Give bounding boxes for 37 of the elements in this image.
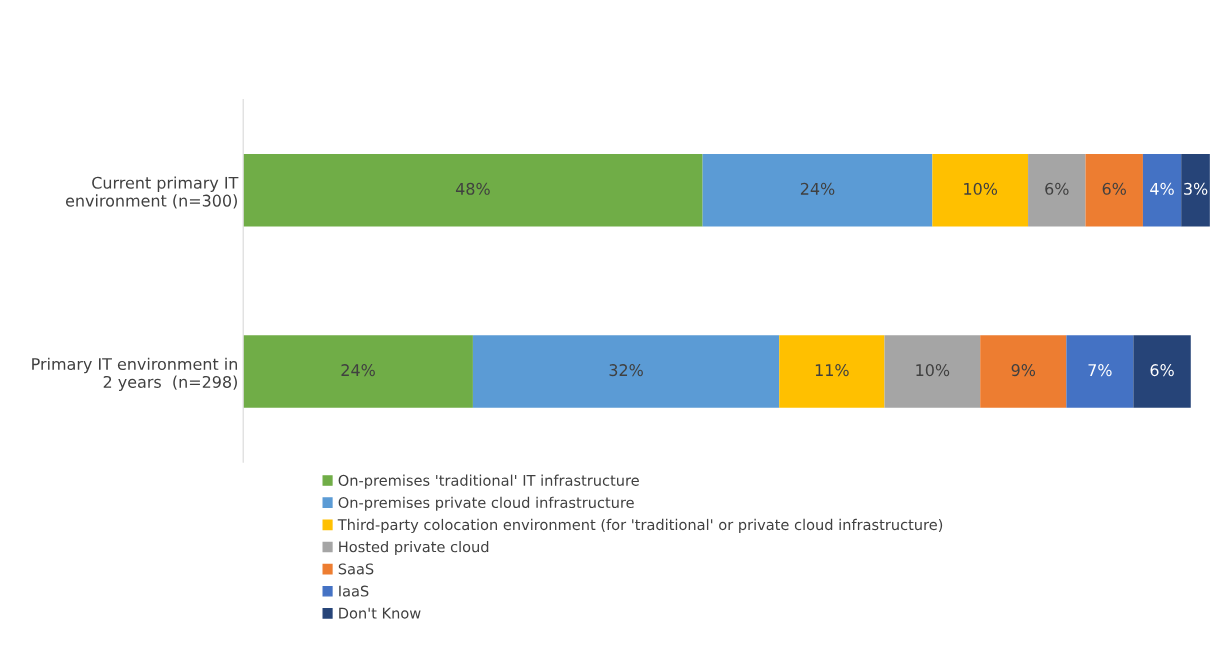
data-label: 6% — [1045, 182, 1069, 195]
data-label: 4% — [1150, 182, 1174, 195]
bar — [1028, 153, 1086, 227]
bar — [702, 153, 933, 227]
bar — [884, 335, 981, 408]
legend-label: Hosted private cloud — [339, 541, 489, 556]
bar — [779, 335, 885, 408]
data-label: 3% — [1184, 182, 1208, 195]
bar — [932, 153, 1029, 227]
data-label: 9% — [1011, 364, 1036, 377]
legend-label: Don't Know — [339, 607, 421, 619]
data-label: 6% — [1102, 182, 1126, 195]
bar — [980, 335, 1067, 408]
legend-label: On-premises 'traditional' IT infrastructure — [338, 474, 639, 489]
data-label: 7% — [1088, 364, 1112, 377]
data-label: 10% — [964, 182, 998, 195]
data-label: 24% — [800, 182, 835, 195]
data-label: 10% — [916, 364, 950, 377]
data-label: 32% — [609, 364, 643, 377]
bar — [1085, 153, 1143, 227]
legend-label: SaaS — [338, 563, 374, 575]
legend-label: Third-party colocation environment (for 'traditional' or private cloud infrastructure) — [337, 518, 943, 533]
bar — [243, 153, 703, 227]
data-label: 11% — [815, 364, 849, 377]
data-label: 24% — [341, 364, 375, 377]
bar — [1066, 335, 1134, 408]
y-tick-label: Primary IT environment in 2 years (n=298) — [32, 357, 237, 392]
y-tick-label: Current primary IT environment (n=300) — [65, 176, 239, 209]
legend-label: On-premises private cloud infrastructure — [338, 496, 634, 511]
legend-label: IaaS — [339, 585, 369, 597]
bar — [472, 335, 780, 408]
data-label: 48% — [455, 182, 490, 195]
bar — [1133, 335, 1191, 408]
bar — [243, 335, 473, 408]
bar — [1181, 153, 1210, 227]
data-label: 6% — [1150, 364, 1174, 377]
bar — [1142, 153, 1182, 227]
